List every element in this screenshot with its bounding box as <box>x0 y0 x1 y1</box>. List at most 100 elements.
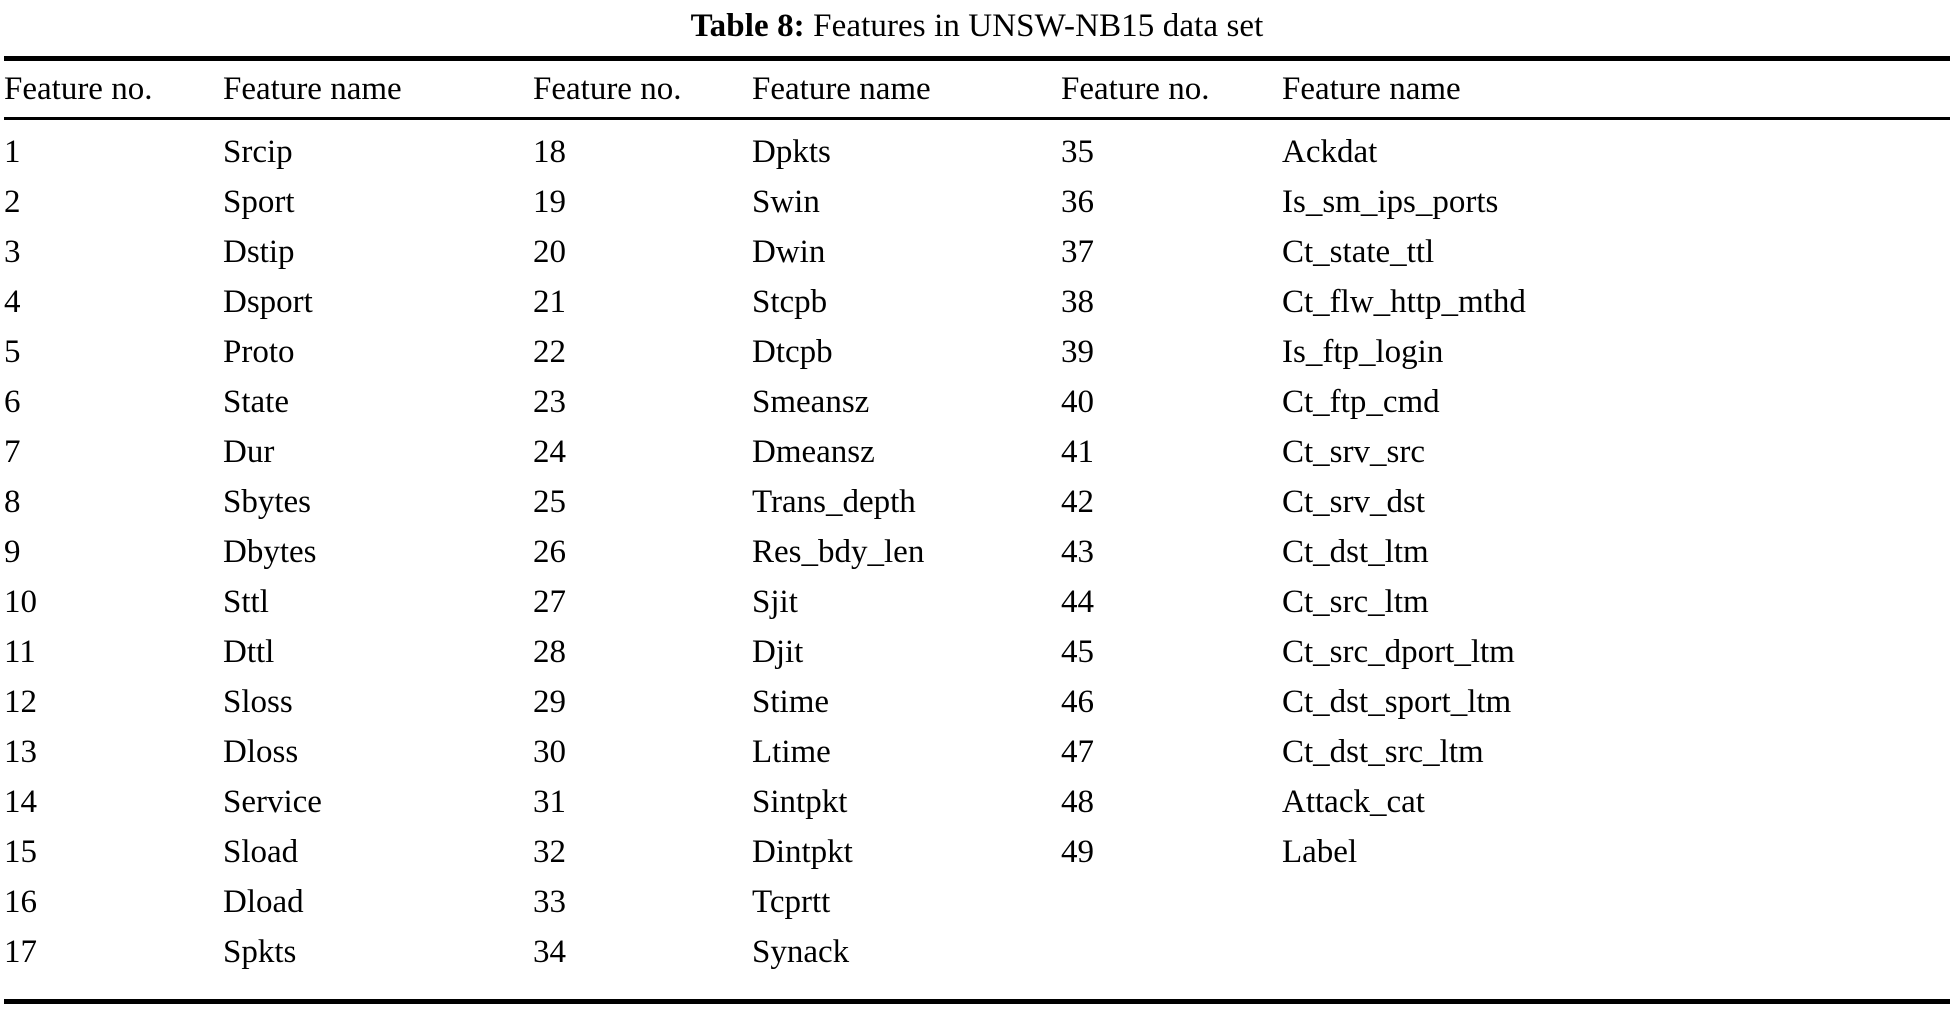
feature-no: 16 <box>4 884 37 920</box>
feature-no: 24 <box>533 434 566 470</box>
feature-name: Smeansz <box>752 384 870 420</box>
feature-no-column-1: 1 2 3 4 5 6 7 8 9 10 11 12 13 14 15 16 1… <box>4 117 223 977</box>
column-header-feature-name-2: Feature name <box>752 71 931 107</box>
feature-name: Djit <box>752 634 804 670</box>
feature-name: Dttl <box>223 634 275 670</box>
feature-no: 35 <box>1061 134 1094 170</box>
feature-name: Dloss <box>223 734 299 770</box>
column-header-feature-no-3: Feature no. <box>1061 71 1210 107</box>
table-caption: Table 8: Features in UNSW-NB15 data set <box>0 4 1954 48</box>
feature-no: 20 <box>533 234 566 270</box>
feature-name: Ct_ftp_cmd <box>1282 384 1440 420</box>
feature-no: 33 <box>533 884 566 920</box>
feature-no: 3 <box>4 234 21 270</box>
feature-no: 49 <box>1061 834 1094 870</box>
feature-name-column-2: Dpkts Swin Dwin Stcpb Dtcpb Smeansz Dmea… <box>752 117 1061 977</box>
feature-no: 26 <box>533 534 566 570</box>
feature-name: Spkts <box>223 934 297 970</box>
feature-name: Dtcpb <box>752 334 833 370</box>
feature-no: 43 <box>1061 534 1094 570</box>
feature-no: 27 <box>533 584 566 620</box>
feature-name: Sttl <box>223 584 269 620</box>
column-header-feature-name-3: Feature name <box>1282 71 1461 107</box>
feature-no: 19 <box>533 184 566 220</box>
feature-name-column-1: Srcip Sport Dstip Dsport Proto State Dur… <box>223 117 533 977</box>
feature-no: 34 <box>533 934 566 970</box>
feature-name: Ct_state_ttl <box>1282 234 1435 270</box>
feature-no: 47 <box>1061 734 1094 770</box>
feature-name: Synack <box>752 934 850 970</box>
feature-name: Is_ftp_login <box>1282 334 1444 370</box>
feature-name: Proto <box>223 334 295 370</box>
feature-name: Attack_cat <box>1282 784 1425 820</box>
feature-name: State <box>223 384 289 420</box>
table-rule-header <box>4 117 1950 120</box>
feature-name: Dload <box>223 884 304 920</box>
feature-name: Dwin <box>752 234 826 270</box>
feature-no: 32 <box>533 834 566 870</box>
feature-no: 48 <box>1061 784 1094 820</box>
feature-no: 46 <box>1061 684 1094 720</box>
feature-no: 44 <box>1061 584 1094 620</box>
feature-no: 41 <box>1061 434 1094 470</box>
feature-no: 4 <box>4 284 21 320</box>
feature-name: Trans_depth <box>752 484 916 520</box>
feature-no: 25 <box>533 484 566 520</box>
feature-name: Dbytes <box>223 534 317 570</box>
feature-name: Ct_dst_src_ltm <box>1282 734 1484 770</box>
feature-no: 7 <box>4 434 21 470</box>
column-header-feature-name-1: Feature name <box>223 71 402 107</box>
feature-name: Res_bdy_len <box>752 534 925 570</box>
feature-name: Service <box>223 784 322 820</box>
feature-no: 9 <box>4 534 21 570</box>
feature-no: 13 <box>4 734 37 770</box>
feature-name: Sport <box>223 184 295 220</box>
feature-no: 1 <box>4 134 21 170</box>
feature-no: 45 <box>1061 634 1094 670</box>
feature-name: Srcip <box>223 134 293 170</box>
feature-name: Dur <box>223 434 275 470</box>
feature-no: 36 <box>1061 184 1094 220</box>
feature-name: Ackdat <box>1282 134 1378 170</box>
feature-name: Label <box>1282 834 1358 870</box>
feature-no-column-2: 18 19 20 21 22 23 24 25 26 27 28 29 30 3… <box>533 117 752 977</box>
feature-name: Dstip <box>223 234 295 270</box>
feature-name: Dmeansz <box>752 434 875 470</box>
feature-name: Sload <box>223 834 299 870</box>
feature-name: Stcpb <box>752 284 828 320</box>
feature-no: 21 <box>533 284 566 320</box>
table-grid: Feature no. Feature name Feature no. Fea… <box>4 61 1950 977</box>
feature-name: Ct_dst_sport_ltm <box>1282 684 1512 720</box>
table-rule-bottom <box>4 999 1950 1004</box>
feature-no: 5 <box>4 334 21 370</box>
feature-name: Stime <box>752 684 830 720</box>
feature-no: 37 <box>1061 234 1094 270</box>
feature-no: 42 <box>1061 484 1094 520</box>
table-caption-text: Features in UNSW-NB15 data set <box>813 8 1264 44</box>
feature-no: 6 <box>4 384 21 420</box>
feature-name: Tcprtt <box>752 884 831 920</box>
feature-name: Sloss <box>223 684 293 720</box>
feature-name: Ct_srv_dst <box>1282 484 1426 520</box>
feature-no: 39 <box>1061 334 1094 370</box>
feature-name: Ct_src_ltm <box>1282 584 1429 620</box>
feature-no: 17 <box>4 934 37 970</box>
feature-name: Ct_srv_src <box>1282 434 1425 470</box>
feature-no: 11 <box>4 634 36 670</box>
column-header-feature-no-2: Feature no. <box>533 71 682 107</box>
feature-no: 38 <box>1061 284 1094 320</box>
feature-no: 10 <box>4 584 37 620</box>
column-header-feature-no-1: Feature no. <box>4 71 153 107</box>
feature-no: 12 <box>4 684 37 720</box>
feature-name: Sbytes <box>223 484 312 520</box>
feature-name: Swin <box>752 184 820 220</box>
feature-name: Dsport <box>223 284 313 320</box>
feature-name-column-3: Ackdat Is_sm_ips_ports Ct_state_ttl Ct_f… <box>1282 117 1950 977</box>
feature-name: Ltime <box>752 734 831 770</box>
feature-no: 8 <box>4 484 21 520</box>
feature-name: Dintpkt <box>752 834 853 870</box>
feature-no: 30 <box>533 734 566 770</box>
feature-no: 23 <box>533 384 566 420</box>
table-rule-top <box>4 56 1950 61</box>
